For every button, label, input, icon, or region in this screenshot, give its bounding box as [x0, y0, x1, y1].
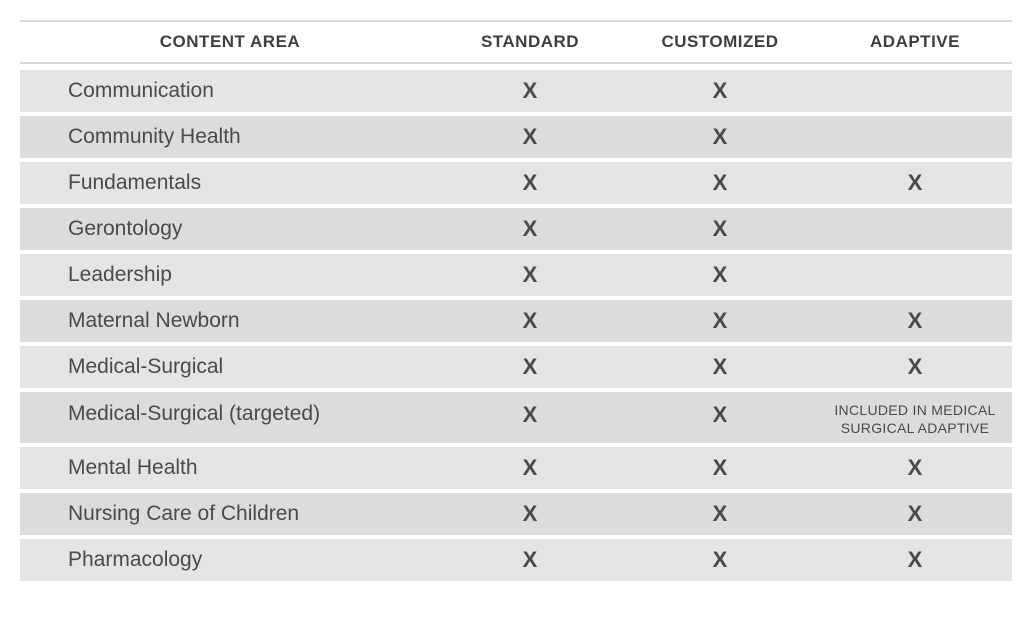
adaptive-cell: X	[820, 300, 1010, 342]
table-row: Maternal NewbornXXX	[20, 300, 1012, 342]
content-area-cell: Medical-Surgical	[20, 347, 440, 387]
content-area-cell: Medical-Surgical (targeted)	[20, 392, 440, 434]
adaptive-cell: INCLUDED IN MEDICAL SURGICAL ADAPTIVE	[820, 392, 1010, 443]
adaptive-cell: X	[820, 539, 1010, 581]
standard-cell: X	[440, 300, 620, 342]
adaptive-cell	[820, 129, 1010, 145]
table-body: CommunicationXXCommunity HealthXXFundame…	[20, 70, 1012, 581]
table-row: CommunicationXX	[20, 70, 1012, 112]
customized-cell: X	[620, 346, 820, 388]
col-header-content-area: CONTENT AREA	[20, 32, 440, 52]
adaptive-cell: X	[820, 162, 1010, 204]
adaptive-cell	[820, 221, 1010, 237]
table-row: FundamentalsXXX	[20, 162, 1012, 204]
table-row: Community HealthXX	[20, 116, 1012, 158]
content-area-cell: Pharmacology	[20, 540, 440, 580]
standard-cell: X	[440, 208, 620, 250]
customized-cell: X	[620, 116, 820, 158]
standard-cell: X	[440, 116, 620, 158]
table-row: Nursing Care of ChildrenXXX	[20, 493, 1012, 535]
table-row: PharmacologyXXX	[20, 539, 1012, 581]
content-area-cell: Nursing Care of Children	[20, 494, 440, 534]
content-area-cell: Mental Health	[20, 448, 440, 488]
content-area-cell: Gerontology	[20, 209, 440, 249]
standard-cell: X	[440, 392, 620, 436]
adaptive-cell	[820, 267, 1010, 283]
content-area-cell: Communication	[20, 71, 440, 111]
table-row: GerontologyXX	[20, 208, 1012, 250]
standard-cell: X	[440, 346, 620, 388]
customized-cell: X	[620, 70, 820, 112]
col-header-customized: CUSTOMIZED	[620, 32, 820, 52]
col-header-standard: STANDARD	[440, 32, 620, 52]
customized-cell: X	[620, 300, 820, 342]
customized-cell: X	[620, 493, 820, 535]
table-row: Medical-SurgicalXXX	[20, 346, 1012, 388]
standard-cell: X	[440, 70, 620, 112]
standard-cell: X	[440, 162, 620, 204]
customized-cell: X	[620, 208, 820, 250]
content-area-cell: Maternal Newborn	[20, 301, 440, 341]
table-header-row: CONTENT AREA STANDARD CUSTOMIZED ADAPTIV…	[20, 20, 1012, 64]
col-header-adaptive: ADAPTIVE	[820, 32, 1010, 52]
customized-cell: X	[620, 254, 820, 296]
content-area-cell: Community Health	[20, 117, 440, 157]
content-area-table: CONTENT AREA STANDARD CUSTOMIZED ADAPTIV…	[20, 20, 1012, 581]
adaptive-cell	[820, 83, 1010, 99]
content-area-cell: Leadership	[20, 255, 440, 295]
adaptive-cell: X	[820, 346, 1010, 388]
standard-cell: X	[440, 493, 620, 535]
table-row: Medical-Surgical (targeted)XXINCLUDED IN…	[20, 392, 1012, 443]
standard-cell: X	[440, 447, 620, 489]
standard-cell: X	[440, 539, 620, 581]
customized-cell: X	[620, 539, 820, 581]
customized-cell: X	[620, 162, 820, 204]
table-row: Mental HealthXXX	[20, 447, 1012, 489]
standard-cell: X	[440, 254, 620, 296]
adaptive-cell: X	[820, 493, 1010, 535]
customized-cell: X	[620, 392, 820, 436]
customized-cell: X	[620, 447, 820, 489]
adaptive-cell: X	[820, 447, 1010, 489]
table-row: LeadershipXX	[20, 254, 1012, 296]
content-area-cell: Fundamentals	[20, 163, 440, 203]
